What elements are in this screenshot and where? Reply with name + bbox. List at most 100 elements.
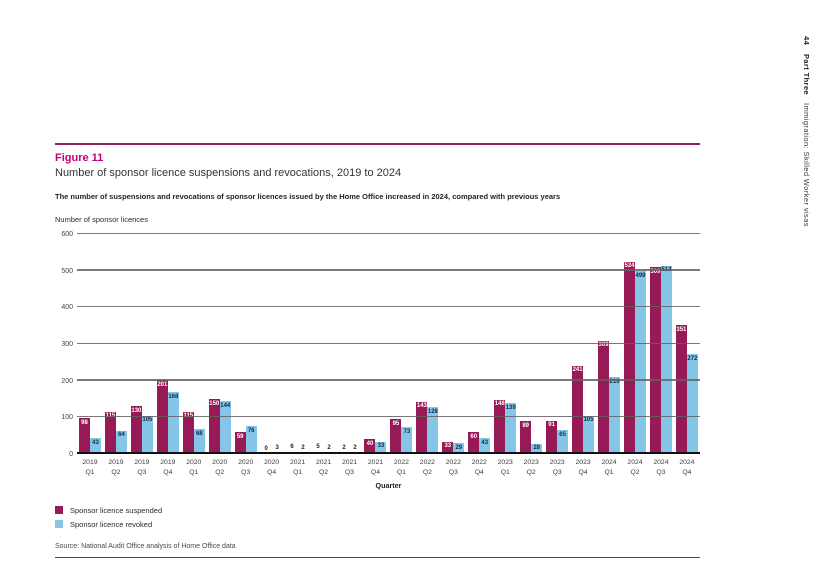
bar-value-label: 60: [470, 433, 478, 440]
bar-chart: 9843115641301052011681156815014459760362…: [61, 231, 700, 490]
bar-value-label: 43: [481, 439, 489, 446]
page-margin-header: 44 Part Three Immigration: Skilled Worke…: [802, 36, 811, 233]
bar-value-label: 40: [366, 440, 374, 447]
x-tick-label-2023-Q1: 2023 Q1: [497, 459, 513, 476]
x-axis-ticks: 2019 Q1 2019 Q2 2019 Q3 2019 Q4 2020 Q1 2020 Q2 2020…: [77, 458, 700, 478]
bar-revoked-2022-Q2: 128: [427, 407, 439, 454]
bar-value-label: 210: [609, 378, 620, 385]
top-rule: [55, 143, 700, 145]
bar-suspended-2021-Q4: 40: [364, 439, 376, 454]
bar-value-label: 6: [290, 443, 294, 450]
bar-revoked-2019-Q4: 168: [167, 392, 179, 454]
x-tick-label-2019-Q4: 2019 Q4: [160, 459, 176, 476]
x-tick-label-2021-Q3: 2021 Q3: [341, 459, 358, 476]
gridline-200: [77, 379, 700, 381]
bar-revoked-2022-Q4: 43: [479, 438, 491, 454]
bar-value-label: 139: [505, 404, 516, 411]
x-axis-title: Quarter: [375, 480, 402, 490]
bar-value-label: 5: [316, 444, 320, 451]
x-tick-label-2022-Q1: 2022 Q1: [393, 459, 409, 476]
bar-value-label: 0: [264, 446, 268, 452]
bar-revoked-2023-Q1: 139: [505, 403, 517, 454]
x-tick-label-2022-Q3: 2022 Q3: [445, 459, 461, 476]
bar-group-2024-Q1: 309 210: [596, 234, 622, 454]
bar-suspended-2023-Q3: 91: [546, 420, 558, 454]
bar-value-label: 144: [220, 402, 231, 409]
bar-value-label: 201: [157, 381, 168, 388]
bar-value-label: 524: [624, 263, 635, 270]
bar-revoked-2024-Q3: 513: [660, 265, 672, 454]
bar-group-2022-Q2: 143 128: [414, 234, 440, 454]
bar-suspended-2023-Q2: 89: [520, 421, 532, 454]
y-tick-label-100: 100: [61, 414, 73, 422]
bar-revoked-2020-Q2: 144: [219, 401, 231, 454]
x-tick-label-2019-Q2: 2019 Q2: [108, 459, 124, 476]
bar-group-2023-Q4: 241 105: [570, 234, 596, 454]
x-tick-label-2021-Q2: 2021 Q2: [315, 459, 332, 476]
bottom-rule: [55, 556, 700, 559]
bar-suspended-2019-Q3: 130: [130, 406, 142, 454]
legend-label: Sponsor licence suspended: [70, 505, 163, 515]
y-axis-title: Number of sponsor licences: [55, 215, 148, 224]
gridline-100: [77, 415, 700, 418]
x-tick-label-2021-Q1: 2021 Q1: [290, 459, 306, 476]
bar-value-label: 98: [81, 419, 88, 426]
bar-value-label: 351: [676, 326, 687, 333]
bar-group-2024-Q2: 524 499: [622, 234, 648, 454]
bar-value-label: 95: [392, 420, 400, 427]
bar-group-2022-Q3: 33 29: [440, 234, 466, 454]
bar-value-label: 2: [327, 445, 331, 452]
bar-group-2023-Q2: 89 28: [518, 234, 544, 454]
bar-suspended-2024-Q1: 309: [598, 340, 610, 454]
bar-value-label: 130: [131, 407, 142, 414]
bar-value-label: 73: [403, 428, 411, 435]
bar-value-label: 33: [444, 443, 452, 450]
bar-suspended-2022-Q2: 143: [416, 401, 428, 454]
bar-value-label: 499: [635, 272, 646, 279]
bar-revoked-2019-Q1: 43: [89, 438, 101, 454]
y-tick-label-300: 300: [61, 341, 73, 348]
report-title-label: Immigration: Skilled Worker visas: [802, 103, 811, 228]
gridline-300: [77, 342, 700, 344]
bar-value-label: 33: [377, 443, 385, 450]
bar-group-2019-Q2: 11564: [103, 234, 129, 454]
bar-suspended-2020-Q1: 115: [182, 411, 194, 454]
bar-value-label: 105: [142, 417, 153, 423]
bar-revoked-2024-Q1: 210: [609, 377, 621, 454]
x-tick-label-2019-Q1: 2019 Q1: [82, 459, 98, 476]
bar-value-label: 68: [195, 430, 203, 437]
y-tick-label-600: 600: [61, 231, 73, 238]
bar-revoked-2023-Q2: 28: [531, 443, 543, 454]
bar-group-2022-Q4: 60 43: [466, 234, 492, 454]
bar-revoked-2023-Q4: 105: [583, 415, 595, 454]
x-tick-label-2024-Q2: 2024 Q2: [627, 459, 643, 476]
gridline-600: [77, 232, 700, 234]
bar-group-2024-Q3: 509513: [648, 234, 674, 454]
bar-value-label: 241: [572, 367, 583, 374]
bar-group-2023-Q1: 148 139: [492, 234, 518, 454]
figure-label: Figure 11: [55, 152, 104, 164]
bar-revoked-2022-Q1: 73: [401, 427, 413, 454]
page-number-label: 44: [802, 36, 811, 46]
x-tick-label-2020-Q2: 2020 Q2: [212, 459, 228, 476]
bar-value-label: 3: [275, 444, 279, 451]
bar-revoked-2021-Q4: 33: [375, 441, 387, 454]
gridline-400: [77, 305, 700, 308]
plot-area: 9843115641301052011681156815014459760362…: [61, 231, 700, 458]
bar-suspended-2022-Q4: 60: [468, 432, 480, 454]
bar-value-label: 28: [533, 445, 541, 452]
bar-value-label: 91: [548, 422, 555, 429]
bar-value-label: 168: [168, 393, 179, 400]
source-note: Source: National Audit Office analysis o…: [55, 542, 236, 550]
gridline-500: [77, 269, 700, 271]
x-tick-label-2020-Q3: 2020 Q3: [238, 459, 254, 476]
x-tick-label-2022-Q2: 2022 Q2: [419, 459, 435, 476]
bar-suspended-2024-Q2: 524: [623, 261, 635, 454]
bar-group-2023-Q3: 91 65: [544, 234, 570, 454]
y-tick-label-0: 0: [69, 451, 73, 458]
bar-suspended-2020-Q3: 59: [234, 432, 246, 454]
legend-item-revoked: Sponsor licence revoked: [55, 520, 700, 529]
x-tick-label-2024-Q1: 2024 Q1: [601, 459, 617, 476]
